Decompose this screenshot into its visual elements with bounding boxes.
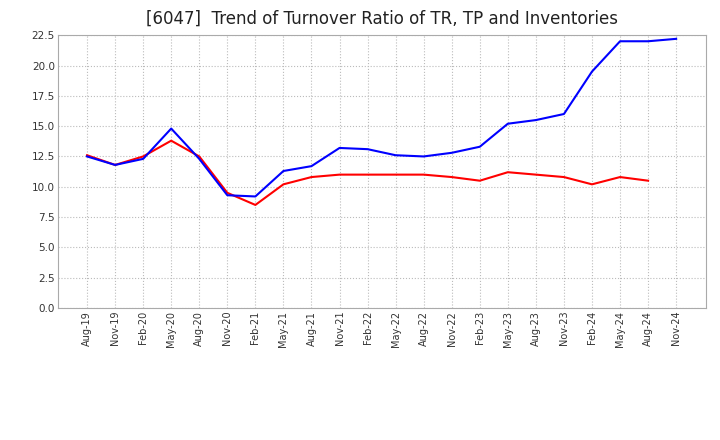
Trade Payables	[307, 164, 316, 169]
Trade Payables	[531, 117, 540, 123]
Trade Receivables	[195, 154, 204, 159]
Trade Receivables	[447, 174, 456, 180]
Trade Payables	[195, 156, 204, 161]
Line: Trade Payables: Trade Payables	[87, 39, 676, 196]
Trade Payables	[251, 194, 260, 199]
Trade Payables	[391, 153, 400, 158]
Trade Receivables	[111, 162, 120, 168]
Trade Receivables	[336, 172, 344, 177]
Trade Payables	[279, 169, 288, 174]
Trade Payables	[672, 36, 680, 41]
Trade Receivables	[307, 174, 316, 180]
Trade Receivables	[391, 172, 400, 177]
Trade Receivables	[83, 153, 91, 158]
Trade Receivables	[531, 172, 540, 177]
Trade Payables	[167, 126, 176, 131]
Trade Receivables	[251, 202, 260, 208]
Trade Payables	[447, 150, 456, 155]
Trade Payables	[364, 147, 372, 152]
Trade Receivables	[167, 138, 176, 143]
Trade Receivables	[279, 182, 288, 187]
Trade Payables	[111, 162, 120, 168]
Trade Payables	[475, 144, 484, 150]
Trade Receivables	[616, 174, 624, 180]
Trade Payables	[559, 111, 568, 117]
Trade Receivables	[559, 174, 568, 180]
Trade Payables	[588, 69, 596, 74]
Trade Receivables	[475, 178, 484, 183]
Trade Receivables	[223, 190, 232, 195]
Trade Receivables	[503, 169, 512, 175]
Trade Payables	[223, 193, 232, 198]
Trade Payables	[83, 154, 91, 159]
Trade Receivables	[644, 178, 652, 183]
Trade Payables	[503, 121, 512, 126]
Trade Payables	[616, 39, 624, 44]
Trade Receivables	[588, 182, 596, 187]
Trade Payables	[336, 145, 344, 150]
Trade Receivables	[364, 172, 372, 177]
Trade Payables	[419, 154, 428, 159]
Trade Receivables	[419, 172, 428, 177]
Title: [6047]  Trend of Turnover Ratio of TR, TP and Inventories: [6047] Trend of Turnover Ratio of TR, TP…	[145, 10, 618, 28]
Trade Receivables	[139, 154, 148, 159]
Trade Payables	[139, 156, 148, 161]
Line: Trade Receivables: Trade Receivables	[87, 141, 648, 205]
Trade Payables	[644, 39, 652, 44]
